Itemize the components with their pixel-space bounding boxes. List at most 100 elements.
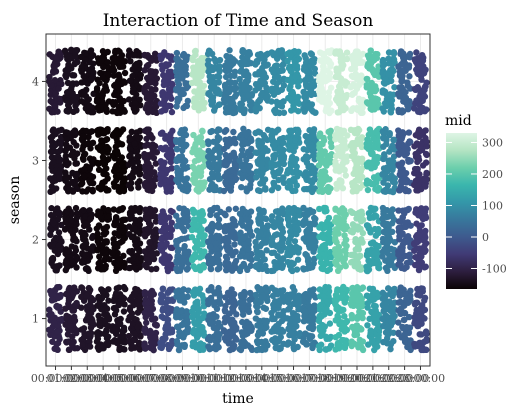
- data-point: [271, 172, 278, 180]
- data-point: [389, 302, 396, 309]
- data-point: [62, 259, 70, 267]
- data-point: [157, 55, 165, 63]
- point-cluster: [236, 288, 256, 354]
- data-point: [94, 265, 102, 272]
- data-point: [74, 58, 81, 66]
- data-point: [116, 74, 123, 82]
- data-point: [359, 216, 367, 224]
- data-point: [54, 294, 62, 302]
- data-point: [144, 290, 152, 297]
- data-point: [215, 221, 223, 229]
- data-point: [95, 222, 103, 229]
- data-point: [182, 180, 190, 187]
- data-point: [137, 333, 144, 340]
- data-point: [241, 129, 249, 136]
- data-point: [98, 137, 105, 144]
- data-point: [126, 306, 134, 313]
- data-point: [359, 314, 366, 322]
- data-point: [229, 166, 237, 174]
- data-point: [70, 170, 78, 177]
- data-point: [310, 248, 317, 255]
- point-cluster: [46, 48, 65, 116]
- data-point: [386, 130, 393, 137]
- data-point: [285, 306, 292, 313]
- data-point: [370, 205, 377, 213]
- data-point: [51, 247, 59, 254]
- data-point: [98, 56, 105, 64]
- data-point: [386, 148, 393, 155]
- data-point: [270, 327, 278, 335]
- data-point: [57, 308, 64, 315]
- point-cluster: [141, 50, 161, 117]
- data-point: [63, 136, 70, 143]
- data-point: [405, 205, 412, 213]
- data-point: [143, 344, 150, 351]
- data-point: [291, 137, 299, 144]
- data-point: [50, 126, 57, 133]
- data-point: [64, 184, 72, 191]
- data-point: [191, 208, 198, 216]
- data-point: [55, 175, 63, 183]
- data-point: [182, 66, 189, 73]
- data-point: [364, 267, 371, 275]
- data-point: [262, 239, 270, 246]
- data-point: [370, 249, 378, 257]
- data-point: [350, 144, 357, 152]
- data-point: [413, 261, 420, 268]
- data-point: [304, 317, 312, 324]
- data-point: [255, 139, 262, 147]
- data-point: [198, 226, 205, 234]
- data-point: [290, 260, 297, 267]
- point-cluster: [252, 284, 271, 354]
- data-point: [418, 301, 426, 309]
- data-point: [272, 287, 280, 294]
- data-point: [86, 207, 93, 214]
- data-point: [105, 71, 112, 79]
- data-point: [126, 313, 134, 321]
- data-point: [208, 127, 216, 135]
- data-point: [74, 344, 81, 352]
- data-point: [149, 290, 157, 297]
- point-cluster: [284, 204, 303, 275]
- data-point: [179, 147, 186, 154]
- data-point: [400, 169, 407, 176]
- data-point: [384, 267, 391, 275]
- data-point: [153, 75, 161, 82]
- data-point: [405, 157, 413, 164]
- data-point: [272, 344, 280, 351]
- data-point: [52, 267, 59, 274]
- data-point: [237, 229, 244, 236]
- data-point: [416, 223, 423, 231]
- data-point: [99, 74, 107, 81]
- data-point: [53, 54, 60, 62]
- data-point: [231, 260, 238, 267]
- data-point: [423, 330, 430, 338]
- data-point: [233, 326, 240, 333]
- data-point: [401, 210, 408, 217]
- data-point: [150, 207, 157, 215]
- data-point: [113, 219, 120, 227]
- data-point: [125, 96, 133, 103]
- data-point: [340, 258, 347, 265]
- data-point: [423, 336, 430, 343]
- point-cluster: [47, 205, 65, 274]
- data-point: [131, 225, 138, 232]
- data-point: [349, 183, 357, 190]
- data-point: [196, 285, 204, 293]
- data-point: [247, 344, 255, 351]
- data-point: [85, 330, 93, 337]
- data-point: [300, 266, 307, 273]
- data-point: [48, 311, 55, 318]
- data-point: [112, 162, 120, 170]
- data-point: [146, 106, 153, 113]
- data-point: [316, 205, 323, 213]
- data-point: [286, 181, 294, 189]
- data-point: [286, 222, 293, 229]
- data-point: [95, 166, 103, 173]
- data-point: [100, 63, 107, 71]
- data-point: [275, 126, 282, 133]
- point-cluster: [347, 284, 367, 354]
- data-point: [395, 299, 402, 306]
- data-point: [70, 290, 77, 297]
- data-point: [131, 264, 139, 272]
